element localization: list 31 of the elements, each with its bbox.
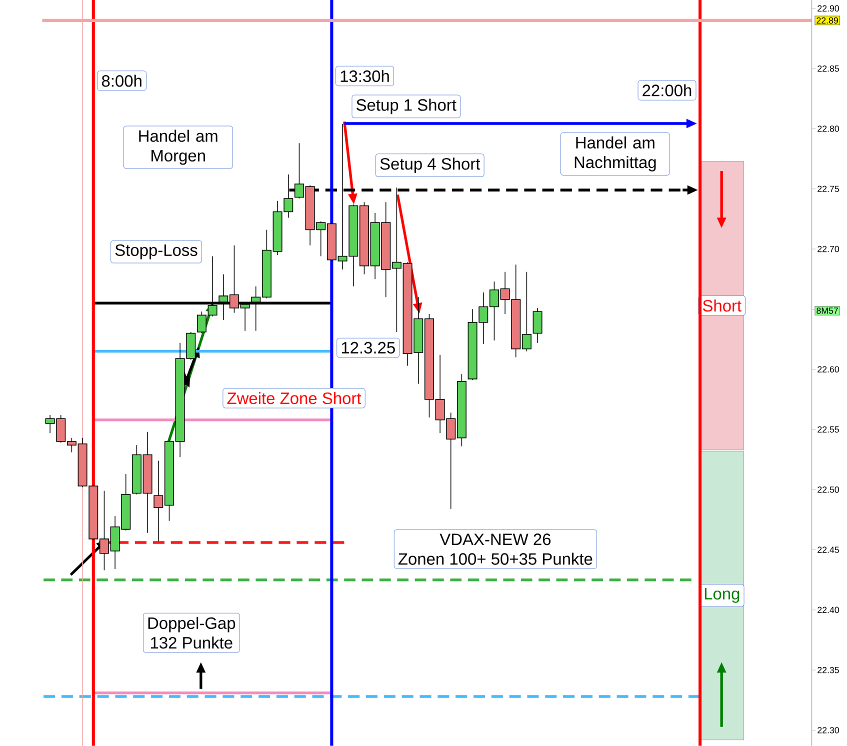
ref-line-label: 13:30h [340,70,389,82]
annotation: Setup 1 Short [356,98,456,114]
annotation: 132 Punkte [151,636,232,649]
y-tick-label: 22.50 [818,486,840,493]
y-tick-label: 22.40 [818,606,840,614]
y-tick-label: 22.30 [818,727,840,734]
annotation: Stopp-Loss [115,244,198,260]
ref-line-label: 22:00h [642,84,692,96]
annotation: Handel am Nachmittag [574,136,656,172]
y-tick-label: 22.90 [818,5,840,12]
band-label: Long [704,588,740,603]
y-tick-label: 22.80 [818,126,840,132]
text: 8M57 [816,308,838,314]
annotation: Zweite Zone Short [227,392,362,404]
ref-line-label: 8:00h [102,74,142,87]
y-tick-label: 22.35 [818,667,839,674]
y-tick-label: 22.55 [818,426,839,433]
annotation: Setup 4 Short [380,158,480,174]
y-tick-label: 22.70 [818,246,840,252]
y-tick-label: 22.45 [818,546,839,553]
annotation: Doppel-Gap [148,616,236,632]
annotation: Handel am Morgen [139,130,218,165]
annotation: VDAX-NEW 26 [440,534,551,546]
y-tick-label: 22.75 [818,186,839,192]
candlestick [532,308,542,344]
annotation: 12.3.25 [342,342,395,354]
band-label: Short [702,300,742,312]
ref-line-label: 22.89 [816,17,838,24]
y-tick-label: 22.60 [818,366,840,373]
y-tick-label: 22.85 [818,66,839,72]
annotation: Zonen 100+ 50+35 Punkte [398,552,592,565]
